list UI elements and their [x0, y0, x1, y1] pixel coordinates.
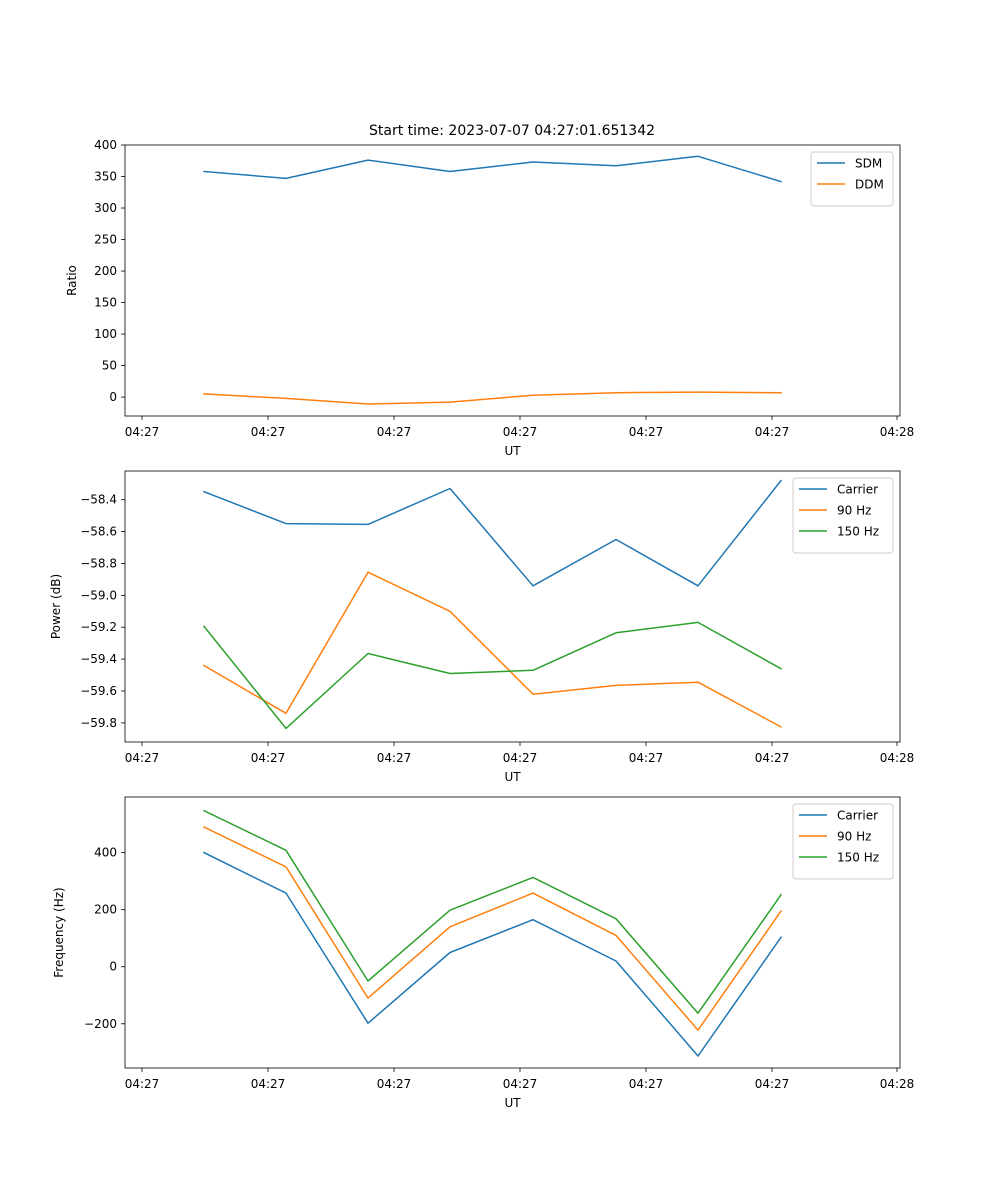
x-tick-label: 04:28: [880, 425, 915, 439]
y-tick-label: −59.8: [80, 716, 117, 730]
legend: Carrier 90 Hz 150 Hz: [792, 477, 894, 554]
legend-entry: 90 Hz: [837, 830, 871, 844]
y-tick-label: 150: [94, 296, 117, 310]
y-tick-label: 0: [109, 390, 117, 404]
legend-entry: 150 Hz: [837, 525, 879, 539]
y-tick-label: −200: [84, 1017, 117, 1031]
legend-entry: 150 Hz: [837, 851, 879, 865]
y-tick-label: 200: [94, 903, 117, 917]
x-tick-label: 04:27: [125, 751, 160, 765]
series-line-sdm: [203, 155, 782, 183]
y-tick-label: 400: [94, 138, 117, 152]
x-tick-label: 04:27: [125, 425, 160, 439]
panels: 04:27 04:27 04:27 04:27 04:27 04:27 04:28 0 50 10…: [49, 138, 914, 1110]
series-line-carrier: [203, 479, 783, 587]
x-axis-label: UT: [504, 1096, 521, 1110]
panel-3: 04:27 04:27 04:27 04:27 04:27 04:27 04:28 400 20…: [52, 796, 915, 1110]
y-tick-label: 300: [94, 201, 117, 215]
chart-title: Start time: 2023-07-07 04:27:01.651342: [369, 123, 655, 139]
y-tick-label: −59.0: [80, 588, 117, 602]
legend-entry: SDM: [855, 157, 882, 171]
y-tick-label: −59.6: [80, 684, 117, 698]
x-tick-label: 04:27: [629, 425, 664, 439]
legend-entry: DDM: [855, 178, 884, 192]
x-tick-label: 04:27: [503, 425, 538, 439]
x-tick-label: 04:27: [125, 1077, 160, 1091]
x-axis-label: UT: [504, 770, 521, 784]
axes-frame: [124, 144, 901, 417]
legend-entry: Carrier: [837, 483, 878, 497]
x-tick-label: 04:27: [251, 1077, 286, 1091]
series-line-150-hz: [202, 621, 783, 730]
series-line-ddm: [203, 391, 782, 405]
y-tick-label: 400: [94, 846, 117, 860]
y-axis-label: Power (dB): [49, 574, 63, 639]
x-tick-label: 04:28: [880, 1077, 915, 1091]
x-tick-label: 04:27: [377, 1077, 412, 1091]
x-tick-label: 04:27: [629, 1077, 664, 1091]
panel-1: 04:27 04:27 04:27 04:27 04:27 04:27 04:28 0 50 10…: [65, 138, 914, 458]
series-line-carrier: [202, 851, 783, 1057]
y-tick-label: 100: [94, 327, 117, 341]
legend: Carrier 90 Hz 150 Hz: [792, 803, 894, 880]
legend-entry: 90 Hz: [837, 504, 871, 518]
y-tick-label: −58.4: [80, 493, 117, 507]
y-tick-label: 350: [94, 170, 117, 184]
y-tick-label: −58.8: [80, 556, 117, 570]
y-tick-label: −58.6: [80, 525, 117, 539]
y-tick-label: −59.2: [80, 620, 117, 634]
x-tick-label: 04:27: [377, 751, 412, 765]
y-tick-label: 0: [109, 960, 117, 974]
x-tick-label: 04:27: [503, 751, 538, 765]
x-tick-label: 04:27: [377, 425, 412, 439]
y-tick-label: −59.4: [80, 652, 117, 666]
series-line-150-hz: [202, 809, 783, 1014]
y-tick-label: 200: [94, 264, 117, 278]
x-axis-label: UT: [504, 444, 521, 458]
series-line-90-hz: [202, 825, 783, 1031]
legend-frame: [792, 477, 894, 554]
legend-frame: [792, 803, 894, 880]
x-tick-label: 04:27: [755, 425, 790, 439]
y-tick-label: 250: [94, 233, 117, 247]
y-axis-label: Frequency (Hz): [52, 887, 66, 978]
panel-2: 04:27 04:27 04:27 04:27 04:27 04:27 04:28 −58.4…: [49, 470, 915, 784]
x-tick-label: 04:27: [251, 425, 286, 439]
axes-frame: [124, 470, 901, 743]
axes-frame: [124, 796, 901, 1069]
series-line-90-hz: [202, 571, 783, 728]
x-tick-label: 04:27: [503, 1077, 538, 1091]
x-tick-label: 04:27: [629, 751, 664, 765]
legend-frame: [810, 151, 894, 207]
x-tick-label: 04:27: [755, 751, 790, 765]
x-tick-label: 04:27: [755, 1077, 790, 1091]
x-tick-label: 04:27: [251, 751, 286, 765]
legend: SDM DDM: [810, 151, 894, 207]
y-axis-label: Ratio: [65, 265, 79, 296]
x-tick-label: 04:28: [880, 751, 915, 765]
legend-entry: Carrier: [837, 809, 878, 823]
y-tick-label: 50: [102, 359, 117, 373]
